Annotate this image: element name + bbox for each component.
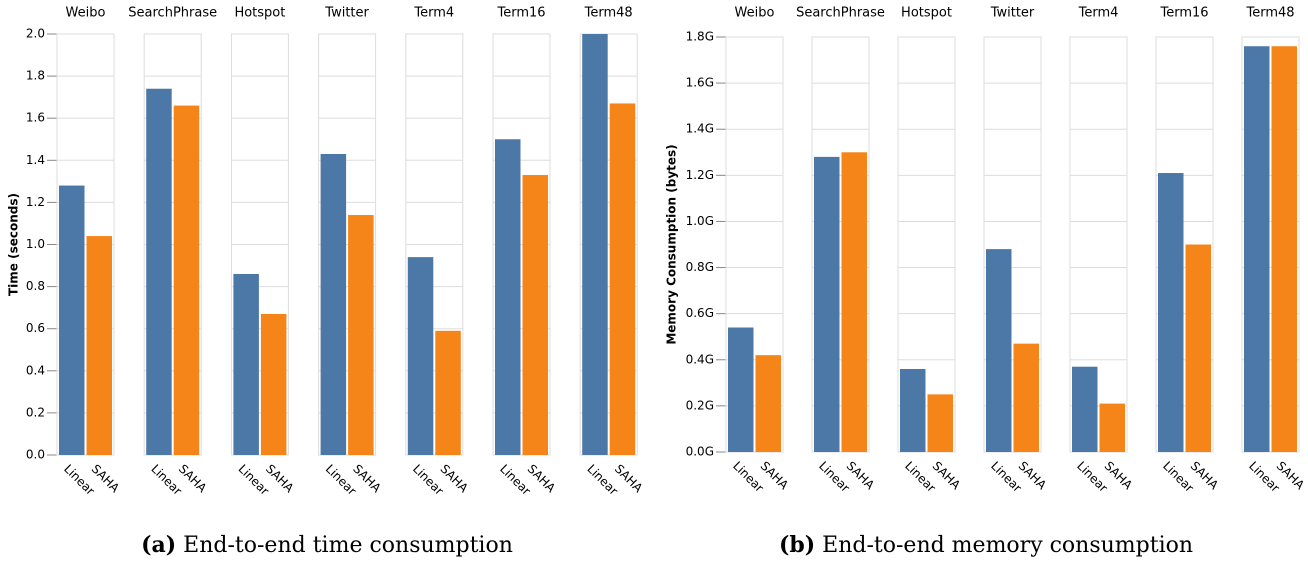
facet-title: Hotspot <box>901 6 952 21</box>
y-tick-label: 2.0 <box>26 27 45 41</box>
bar <box>1013 343 1039 452</box>
y-tick-label: 1.4 <box>26 153 45 167</box>
y-tick-label: 0.4 <box>26 363 45 377</box>
facet-title: Term48 <box>1245 6 1294 21</box>
panel-border <box>318 33 377 456</box>
bar <box>1271 46 1297 452</box>
panel-border <box>1155 36 1214 453</box>
bar <box>986 249 1012 452</box>
panel-border <box>1241 36 1300 453</box>
panel-border <box>230 33 289 456</box>
y-tick-label: 0.2G <box>686 398 714 412</box>
y-tick-label: 0.8 <box>26 279 45 293</box>
y-tick-label: 1.8G <box>686 30 714 44</box>
y-axis-title: Memory Consumption (bytes) <box>665 144 679 344</box>
caption-label: (b) <box>779 532 815 558</box>
bar <box>728 327 754 452</box>
bar <box>1072 366 1098 452</box>
caption: (b) End-to-end memory consumption <box>779 532 1193 558</box>
bar <box>755 355 781 452</box>
facet-title: Term4 <box>413 6 454 21</box>
bar <box>260 313 287 455</box>
bar <box>609 103 636 455</box>
panel-border <box>492 33 551 456</box>
panel-border <box>897 36 956 453</box>
y-tick-label: 1.0 <box>26 237 45 251</box>
facet-title: Weibo <box>66 6 106 21</box>
y-tick-label: 1.0G <box>686 214 714 228</box>
panel-border <box>405 33 464 456</box>
y-tick-label: 0.6 <box>26 321 45 335</box>
facet-title: Twitter <box>990 6 1035 21</box>
y-tick-label: 0.0G <box>686 445 714 459</box>
panel-border <box>983 36 1042 453</box>
y-tick-label: 0.0 <box>26 448 45 462</box>
bar <box>1158 173 1184 452</box>
bar <box>841 152 867 452</box>
y-tick-label: 0.6G <box>686 306 714 320</box>
panel-border <box>1069 36 1128 453</box>
facet-title: Term16 <box>1159 6 1208 21</box>
bar <box>927 394 953 452</box>
facet-title: Hotspot <box>234 6 285 21</box>
panel-border <box>579 33 638 456</box>
y-tick-label: 0.8G <box>686 260 714 274</box>
facet-title: SearchPhrase <box>796 6 885 21</box>
facet-title: SearchPhrase <box>128 6 217 21</box>
y-tick-label: 1.4G <box>686 122 714 136</box>
bar <box>1244 46 1270 452</box>
y-axis-title: Time (seconds) <box>7 193 21 296</box>
bar <box>173 105 200 455</box>
y-tick-label: 0.4G <box>686 352 714 366</box>
bar <box>86 236 112 455</box>
facet-title: Term4 <box>1078 6 1119 21</box>
caption-text: End-to-end memory consumption <box>822 533 1193 558</box>
y-tick-label: 1.2 <box>26 195 45 209</box>
y-tick-label: 1.6G <box>686 76 714 90</box>
bar <box>320 153 347 456</box>
bar <box>348 215 374 455</box>
bar <box>495 139 521 455</box>
panel-border <box>725 36 784 453</box>
caption-text: End-to-end time consumption <box>183 533 513 558</box>
bar <box>582 34 608 455</box>
bar <box>407 257 434 455</box>
caption-label: (a) <box>141 532 176 558</box>
facet-title: Twitter <box>324 6 369 21</box>
bar <box>146 88 172 455</box>
bar <box>435 330 461 455</box>
y-tick-label: 1.6 <box>26 111 45 125</box>
bar <box>1099 403 1125 452</box>
facet-title: Term16 <box>496 6 545 21</box>
y-tick-label: 0.2 <box>26 405 45 419</box>
panel-border <box>811 36 870 453</box>
facet-title: Term48 <box>584 6 633 21</box>
y-tick-label: 1.8 <box>26 69 45 83</box>
caption: (a) End-to-end time consumption <box>141 532 513 558</box>
bar <box>814 156 840 452</box>
bar <box>59 185 85 455</box>
bar <box>900 369 926 452</box>
bar <box>522 175 548 455</box>
panel-border <box>56 33 115 456</box>
panel-border <box>143 33 202 456</box>
bar <box>233 273 259 455</box>
bar <box>1185 244 1211 452</box>
facet-title: Weibo <box>735 6 775 21</box>
y-tick-label: 1.2G <box>686 168 714 182</box>
